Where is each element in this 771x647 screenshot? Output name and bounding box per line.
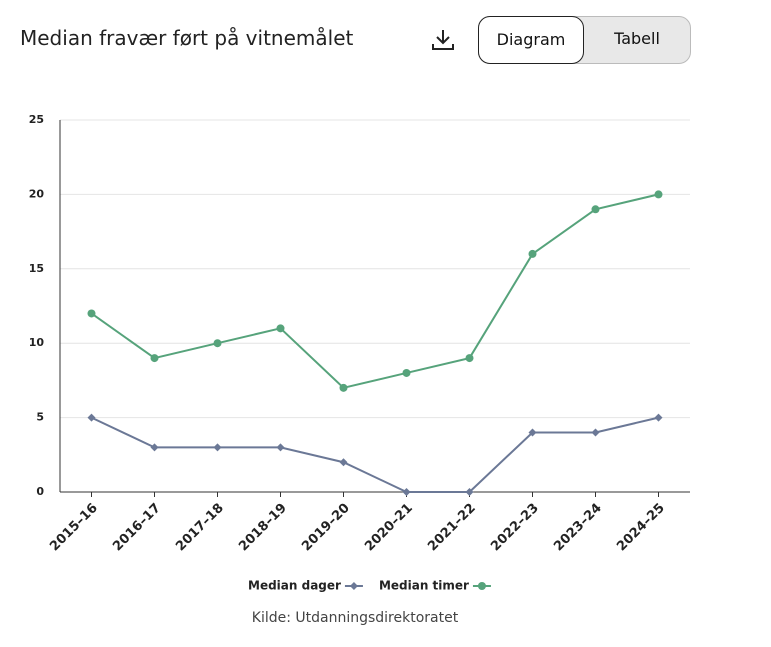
marker [528,428,537,437]
x-tick-label: 2015–16 [47,501,101,555]
x-tick-label: 2017–18 [173,501,227,555]
legend-label: Median timer [379,579,469,593]
marker [276,443,285,452]
legend-marker [349,582,358,590]
y-tick-label: 5 [36,411,44,424]
marker [402,488,411,496]
marker [150,354,159,363]
y-tick-label: 0 [36,485,44,498]
table-button[interactable]: Tabell [614,29,660,48]
x-tick-label: 2021–22 [425,501,479,555]
series-line [91,416,659,493]
marker [276,324,285,333]
download-icon[interactable] [430,27,456,53]
marker [87,309,96,318]
marker [150,443,159,452]
diagram-button[interactable]: Diagram [478,16,584,64]
marker [465,488,474,496]
marker [402,368,411,377]
x-tick-label: 2024–25 [614,501,668,555]
marker [339,458,348,467]
marker [654,190,663,199]
x-tick-label: 2018–19 [236,501,290,555]
marker [339,383,348,392]
y-tick-label: 20 [29,187,45,200]
x-tick-label: 2019–20 [299,501,353,555]
marker [528,249,537,258]
marker [591,428,600,437]
x-tick-label: 2023–24 [551,501,605,555]
y-tick-label: 25 [29,113,44,126]
legend-marker [477,582,486,590]
marker [213,443,222,452]
legend-item: Median dager [248,579,363,593]
page-title: Median fravær ført på vitnemålet [20,26,354,50]
x-tick-label: 2022–23 [488,501,542,555]
x-tick-label: 2016–17 [110,501,164,555]
marker [591,205,600,214]
marker [465,354,474,363]
legend-item: Median timer [379,579,491,593]
x-tick-label: 2020–21 [362,501,416,555]
y-tick-label: 15 [29,262,44,275]
legend-label: Median dager [248,579,341,593]
marker [213,339,222,348]
marker [654,413,663,422]
source: Kilde: Utdanningsdirektoratet [252,610,459,626]
y-tick-label: 10 [29,336,45,349]
series-line [90,193,659,389]
view-toggle: Diagram Tabell [478,16,691,64]
marker [87,413,96,422]
